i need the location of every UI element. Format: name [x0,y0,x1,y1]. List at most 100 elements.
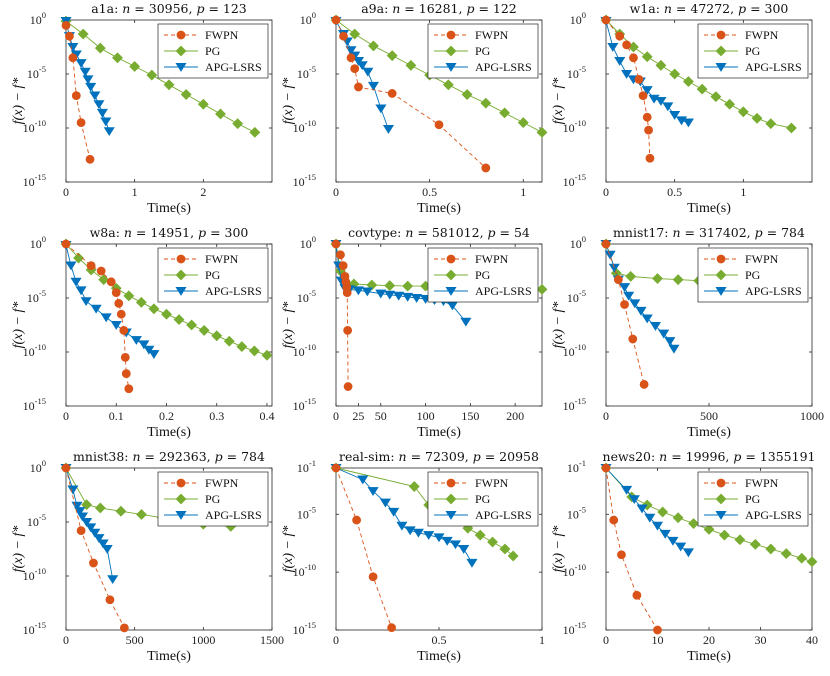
x-tick-label: 0.2 [159,409,174,423]
legend-marker-apg-lsrs [715,62,727,72]
legend: FWPN PG APG-LSRS [157,247,269,303]
data-point-apg-lsrs [682,118,694,128]
x-tick-label: 0.3 [209,409,224,423]
data-point-pg [198,324,210,336]
x-tick-label: 30 [755,633,767,647]
legend: FWPN PG APG-LSRS [427,23,539,79]
data-point-apg-lsrs [357,475,369,485]
data-point-apg-lsrs [411,293,423,303]
data-point-fwpn [634,75,644,84]
legend-label: APG-LSRS [745,60,802,74]
data-point-apg-lsrs [143,345,155,355]
data-point-fwpn [116,309,126,319]
chart-panel: w8a: n = 14951, p = 300 0 0.1 0.2 0.3 0.4 100 1… [11,225,274,440]
data-point-apg-lsrs [458,544,470,554]
data-point-apg-lsrs [644,513,656,523]
y-tick-label: 10-10 [293,342,316,359]
legend-label: FWPN [745,476,779,490]
data-point-fwpn [620,300,629,309]
data-point-fwpn [331,463,341,473]
data-point-apg-lsrs [621,69,633,79]
x-axis-label: Time(s) [147,425,191,440]
x-tick-label: 200 [506,409,524,423]
data-point-apg-lsrs [441,536,453,546]
data-point-apg-lsrs [446,301,458,311]
y-axis-label: f(x) − f* [281,302,296,349]
data-point-apg-lsrs [628,495,640,505]
data-point-apg-lsrs [651,521,664,531]
chart-title: mnist38: n = 292363, p = 784 [73,449,265,464]
y-tick-label: 10-10 [563,118,586,135]
data-point-pg [669,68,681,80]
data-point-fwpn [352,515,362,525]
data-point-fwpn [481,163,491,173]
legend-label: PG [205,268,221,282]
x-axis-label: Time(s) [147,201,191,216]
y-tick-label: 10-15 [293,172,316,189]
x-tick-label: 0.1 [109,409,124,423]
data-point-apg-lsrs [375,104,387,114]
legend-marker-fwpn [446,478,456,488]
data-point-pg [499,107,510,119]
chart-panel: news20: n = 19996, p = 1355191 0 10 20 30 40 1… [551,449,818,664]
x-axis-label: Time(s) [147,649,191,664]
data-point-fwpn [331,239,341,249]
data-point-pg [806,556,818,568]
data-point-pg [737,106,749,118]
data-point-pg [536,126,548,138]
legend-label: FWPN [205,252,239,266]
legend-marker-apg-lsrs [445,286,457,296]
data-point-apg-lsrs [402,292,414,302]
x-tick-label: 2 [200,185,206,199]
data-point-fwpn [346,53,356,63]
data-point-fwpn [601,463,611,473]
legend-label: PG [745,492,761,506]
data-point-fwpn [601,15,611,25]
data-point-pg [73,252,84,264]
data-point-fwpn [615,31,625,41]
y-tick-label: 10-15 [563,396,586,413]
x-tick-label: 0 [603,185,609,199]
data-point-pg [112,52,123,64]
legend-label: FWPN [745,28,779,42]
y-tick-label: 10-5 [27,288,46,305]
legend-label: PG [205,44,221,58]
legend-label: FWPN [205,476,239,490]
x-tick-label: 100 [417,409,435,423]
data-point-apg-lsrs [607,42,619,52]
data-point-pg [261,349,273,361]
legend-marker-apg-lsrs [715,286,727,296]
data-point-pg [710,91,722,103]
legend-label: FWPN [745,252,779,266]
data-point-apg-lsrs [148,350,160,359]
data-point-pg [173,314,185,326]
data-point-apg-lsrs [100,117,112,127]
data-point-fwpn [343,382,353,391]
data-point-pg [135,296,147,308]
y-tick-label: 10-5 [567,64,586,81]
data-point-apg-lsrs [668,344,680,354]
data-point-fwpn [85,154,95,164]
data-point-apg-lsrs [662,102,674,112]
chart-title: a1a: n = 30956, p = 123 [91,1,247,16]
data-point-pg [186,319,198,331]
x-axis-label: Time(s) [687,425,731,440]
data-point-pg [536,283,548,295]
legend-label: APG-LSRS [475,284,532,298]
data-point-apg-lsrs [667,536,679,546]
data-point-fwpn [336,250,345,260]
x-tick-label: 0.4 [259,409,274,423]
x-axis-label: Time(s) [687,649,731,664]
x-tick-label: 1000 [800,409,824,423]
data-point-apg-lsrs [65,261,77,271]
chart-title: real-sim: n = 72309, p = 20958 [339,449,539,464]
chart-title: w1a: n = 47272, p = 300 [630,1,789,16]
data-point-fwpn [343,325,353,335]
data-point-pg [655,59,667,71]
data-point-pg [688,518,699,529]
data-point-pg [236,341,248,353]
data-point-apg-lsrs [93,534,105,544]
data-point-pg [123,290,135,302]
data-point-apg-lsrs [655,96,667,106]
y-tick-label: 10-10 [563,342,586,359]
